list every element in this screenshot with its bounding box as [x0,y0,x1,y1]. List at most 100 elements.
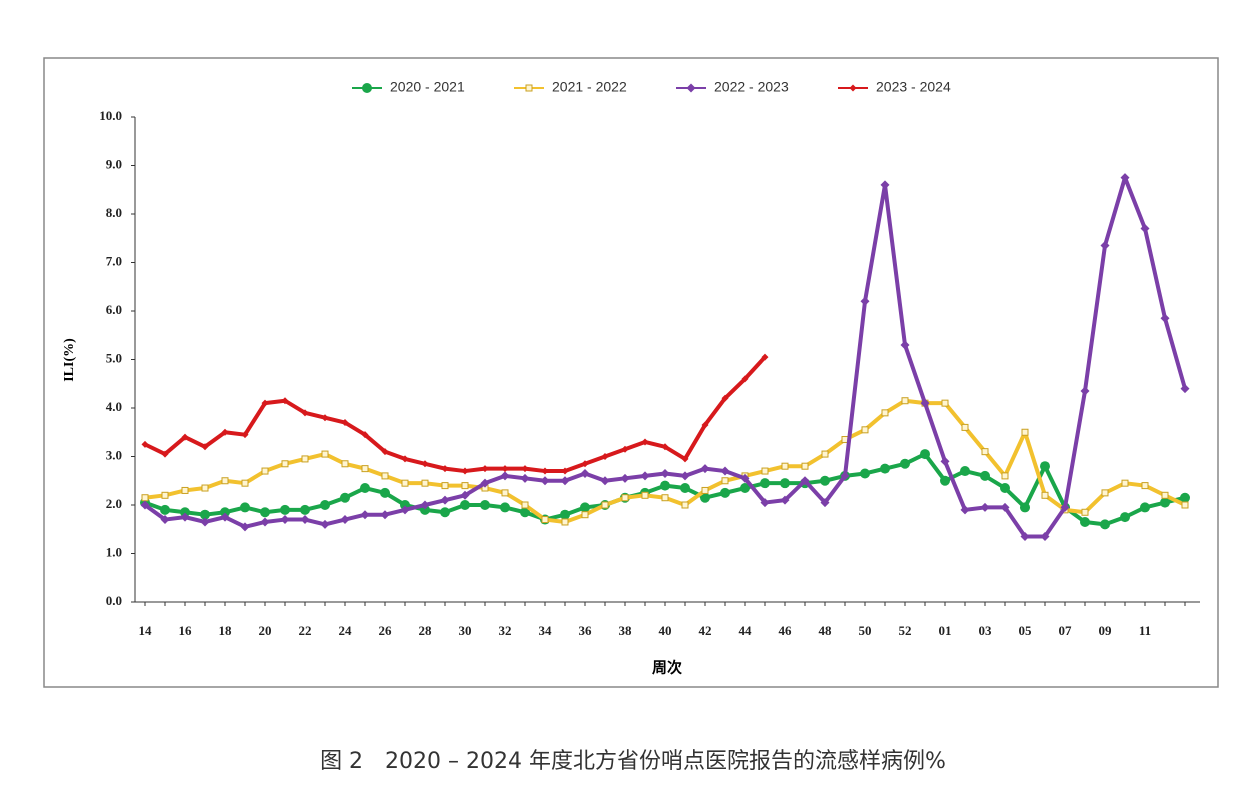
x-tick-label: 20 [259,623,272,638]
point [1140,224,1150,234]
y-tick-label: 4.0 [106,399,122,414]
point [1000,502,1010,512]
point [661,494,669,502]
point [1040,461,1050,472]
point [341,419,349,427]
point [401,479,409,487]
legend-label: 2023 - 2024 [876,79,951,95]
point [221,477,229,485]
point [1041,491,1049,499]
point [920,449,930,460]
point [141,440,149,448]
point [461,482,469,490]
point [341,460,349,468]
point [221,428,229,436]
point [201,443,209,451]
point [640,471,650,481]
point [981,448,989,456]
y-tick-label: 1.0 [106,544,122,559]
point [1020,532,1030,542]
point [380,487,390,498]
point [321,450,329,458]
point [200,517,210,527]
point [1120,173,1130,183]
point [460,490,470,500]
y-tick-label: 3.0 [106,447,122,462]
y-tick-label: 8.0 [106,205,122,220]
point [781,462,789,470]
point [660,468,670,478]
point [241,479,249,487]
point [320,519,330,529]
point [521,465,529,473]
point [1161,491,1169,499]
point [461,467,469,475]
point [641,491,649,499]
y-tick-label: 7.0 [106,253,122,268]
point [300,515,310,525]
point [1101,489,1109,497]
point [761,353,769,361]
point [900,340,910,350]
point [281,460,289,468]
x-tick-label: 05 [1019,623,1033,638]
point [700,464,710,474]
point [721,477,729,485]
point [980,502,990,512]
point [580,502,590,513]
legend-marker [362,83,372,93]
point [541,467,549,475]
point [1020,502,1030,513]
point [560,476,570,486]
chart-frame [43,57,1219,688]
x-tick-label: 46 [779,623,793,638]
y-tick-label: 0.0 [106,593,122,608]
point [881,409,889,417]
point [301,409,309,417]
point [980,470,990,481]
point [1081,508,1089,516]
point [741,375,749,383]
legend-marker [525,84,533,92]
x-tick-label: 48 [819,623,833,638]
x-tick-label: 44 [739,623,753,638]
point [1001,472,1009,480]
point [821,450,829,458]
point [860,296,870,306]
point [940,475,950,486]
point [1160,313,1170,323]
point [560,509,570,520]
x-tick-label: 09 [1099,623,1113,638]
point [901,397,909,405]
point [820,498,830,508]
point [760,478,770,489]
point [880,180,890,190]
point [761,467,769,475]
point [1100,241,1110,251]
point [521,501,529,509]
x-tick-label: 36 [579,623,593,638]
point [760,498,770,508]
point [400,505,410,515]
point [1060,502,1070,512]
point [541,516,549,524]
point [421,460,429,468]
point [1181,501,1189,509]
y-tick-label: 2.0 [106,496,122,511]
legend-label: 2020 - 2021 [390,79,465,95]
series-line [144,355,767,474]
point [460,500,470,510]
point [260,507,270,518]
point [441,482,449,490]
x-tick-label: 38 [619,623,633,638]
point [240,522,250,532]
x-tick-label: 30 [459,623,472,638]
point [261,399,269,407]
point [1180,384,1190,394]
point [161,491,169,499]
point [561,518,569,526]
point [661,443,669,451]
point [540,476,550,486]
point [1080,516,1090,527]
